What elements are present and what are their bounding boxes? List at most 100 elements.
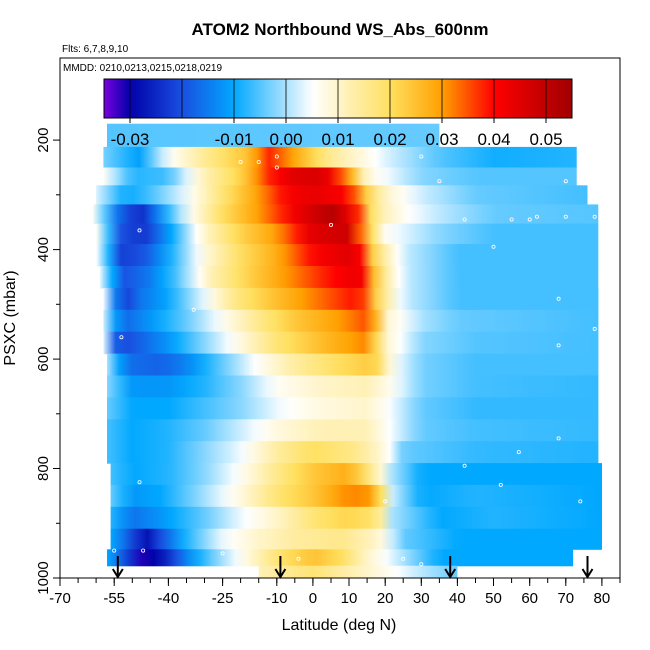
sample-point (119, 335, 124, 340)
sample-point (191, 307, 196, 312)
x-tick-label: 50 (485, 590, 502, 607)
y-tick-label: 400 (35, 237, 52, 262)
profile-arrows (111, 556, 594, 579)
profile-arrow-head (581, 568, 594, 579)
x-tick-label: 0 (309, 590, 317, 607)
colorbar-tick-label: -0.01 (215, 130, 254, 149)
heatmap-band (107, 353, 599, 377)
x-tick-label: -55 (103, 590, 125, 607)
x-axis: -70 -55 -40 -25 -10 0 10 20 30 40 50 60 70 80 (49, 578, 621, 607)
sample-point (419, 154, 424, 159)
sample-point (578, 499, 583, 504)
sample-point (556, 436, 561, 441)
sample-point (220, 551, 225, 556)
heatmap-band (96, 223, 599, 245)
x-tick-label: 40 (449, 590, 466, 607)
sample-point (516, 450, 521, 455)
sample-point (238, 159, 243, 164)
sample-point (328, 222, 333, 227)
heatmap-band (110, 506, 602, 530)
sample-point (137, 228, 142, 233)
y-tick-label: 600 (35, 347, 52, 372)
sample-point (592, 326, 597, 331)
sample-point (256, 159, 261, 164)
x-tick-label: 60 (521, 590, 538, 607)
sample-point (401, 556, 406, 561)
colorbar-tick-label: 0.02 (373, 130, 406, 149)
heatmap-band (110, 528, 602, 550)
dates-note: MMDD: 0210,0213,0215,0218,0219 (63, 63, 222, 74)
heatmap-layer (92, 123, 602, 579)
heatmap-band (96, 185, 588, 206)
heatmap-band (103, 287, 599, 311)
heatmap-band (107, 419, 599, 442)
colorbar-ticks: -0.03 -0.01 0.00 0.01 0.02 0.03 0.04 0.05 (111, 118, 563, 149)
colorbar-tick-label: 0.04 (477, 130, 510, 149)
sample-point (498, 482, 503, 487)
sample-point (509, 217, 514, 222)
sample-point (534, 214, 539, 219)
y-axis: 200 400 600 800 1000 (35, 128, 60, 595)
colorbar-tick-label: 0.01 (321, 130, 354, 149)
heatmap-band (103, 309, 599, 333)
sample-point (274, 154, 279, 159)
y-tick-label: 1000 (35, 561, 52, 594)
sample-point (141, 548, 146, 553)
sample-point (556, 343, 561, 348)
plot-frame (59, 57, 621, 579)
x-axis-label: Latitude (deg N) (282, 617, 397, 634)
x-tick-label: -10 (266, 590, 288, 607)
heatmap-band (92, 204, 599, 225)
colorbar-tick-label: 0.00 (269, 130, 302, 149)
y-axis-label: PSXC (mbar) (2, 270, 19, 365)
sample-point (563, 179, 568, 184)
heatmap-band (96, 244, 599, 267)
x-tick-label: -25 (212, 590, 234, 607)
sample-point (437, 179, 442, 184)
colorbar-dividers (129, 79, 547, 118)
colorbar-tick-label: 0.05 (529, 130, 562, 149)
profile-arrow-head (444, 568, 457, 579)
sample-point (556, 296, 561, 301)
heatmap-band (110, 463, 602, 486)
x-tick-label: 10 (341, 590, 358, 607)
heatmap-band (99, 266, 599, 289)
heatmap-band (107, 375, 599, 398)
colorbar-tick-label: 0.03 (425, 130, 458, 149)
sample-point (563, 214, 568, 219)
sample-point (296, 556, 301, 561)
heatmap-band (107, 123, 440, 148)
sample-point (491, 244, 496, 249)
y-tick-label: 800 (35, 456, 52, 481)
heatmap-band (103, 146, 577, 168)
heatmap-band (107, 397, 599, 420)
colorbar: -0.03 -0.01 0.00 0.01 0.02 0.03 0.04 0.05 (103, 78, 573, 149)
x-tick-label: 20 (377, 590, 394, 607)
heatmap-band (110, 484, 602, 508)
sample-point (112, 548, 117, 553)
x-tick-label: 30 (413, 590, 430, 607)
colorbar-tick-label: -0.03 (111, 130, 150, 149)
sample-point (419, 562, 424, 567)
sample-point (462, 217, 467, 222)
heatmap-band (258, 565, 458, 579)
x-tick-label: 70 (557, 590, 574, 607)
sample-point (274, 165, 279, 170)
sample-point (527, 217, 532, 222)
profile-arrow-head (111, 568, 124, 579)
heatmap-band (107, 441, 599, 464)
x-tick-label: 80 (594, 590, 611, 607)
x-tick-label: -40 (158, 590, 180, 607)
sample-point (462, 463, 467, 468)
flights-note: Flts: 6,7,8,9,10 (62, 44, 129, 55)
sample-point (383, 499, 388, 504)
y-tick-label: 200 (35, 128, 52, 153)
heatmap-band (107, 549, 574, 567)
heatmap-band (103, 331, 599, 355)
sample-point (137, 480, 142, 485)
x-tick-label: -70 (49, 590, 71, 607)
chart-title: ATOM2 Northbound WS_Abs_600nm (192, 20, 489, 39)
sample-points (112, 154, 597, 567)
heatmap-band (103, 167, 577, 186)
